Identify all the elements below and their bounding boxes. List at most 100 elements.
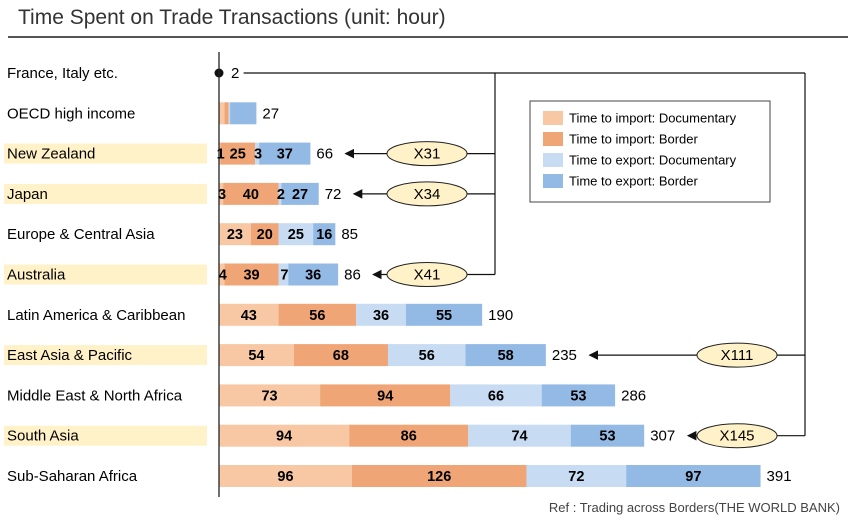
segment-value-label: 55 (436, 308, 452, 324)
legend-entry: Time to import: Documentary (569, 111, 737, 126)
bar-segment (626, 465, 761, 487)
segment-value-label: 39 (243, 268, 259, 284)
bar-segment (219, 182, 224, 205)
legend-entry: Time to import: Border (569, 132, 699, 147)
segment-value-label: 37 (277, 147, 293, 163)
bar-segment (541, 384, 616, 407)
segment-value-label: 7 (280, 268, 288, 284)
legend-swatch (543, 111, 563, 125)
category-label: France, Italy etc. (7, 65, 118, 82)
multiplier-oval (386, 262, 468, 287)
bar-segment (281, 182, 319, 205)
total-value-label: 27 (262, 105, 279, 122)
legend-swatch (543, 174, 563, 188)
segment-value-label: 43 (241, 308, 257, 324)
category-label: Sub-Saharan Africa (7, 468, 138, 485)
category-label: East Asia & Pacific (7, 347, 133, 364)
segment-value-label: 2 (277, 187, 285, 203)
category-label: OECD high income (7, 105, 135, 122)
total-value-label: 86 (344, 267, 361, 284)
legend-entry: Time to export: Documentary (569, 153, 737, 168)
segment-value-label: 66 (488, 388, 504, 404)
bar-segment (219, 384, 321, 407)
bar-segment (219, 424, 350, 447)
bar-segment (219, 223, 251, 246)
bar-segment (250, 223, 279, 246)
title-divider (8, 36, 848, 38)
segment-value-label: 94 (276, 429, 292, 445)
category-label: Japan (7, 186, 48, 203)
category-label: Australia (7, 267, 66, 284)
segment-value-label: 56 (309, 308, 325, 324)
bar-segment (219, 142, 221, 165)
category-highlight (4, 183, 207, 204)
bar-segment (219, 465, 352, 487)
bar-segment (465, 344, 546, 367)
segment-value-label: 94 (377, 388, 393, 404)
bar-segment (405, 303, 483, 326)
segment-value-label: 53 (599, 429, 615, 445)
bar-segment (219, 102, 225, 125)
multiplier-label: X145 (719, 428, 754, 445)
category-label: South Asia (7, 428, 79, 445)
bar-segment (220, 142, 256, 165)
segment-value-label: 20 (257, 227, 273, 243)
segment-value-label: 86 (401, 429, 417, 445)
bar-segment (450, 384, 542, 407)
bar-segment (468, 424, 571, 447)
segment-value-label: 56 (419, 348, 435, 364)
segment-value-label: 4 (219, 268, 227, 284)
total-value-label: 391 (767, 468, 792, 485)
multiplier-oval (696, 423, 778, 449)
bar-segment (288, 263, 339, 286)
segment-value-label: 23 (227, 227, 243, 243)
source-note: Ref : Trading across Borders(THE WORLD B… (548, 500, 840, 515)
category-highlight (4, 143, 207, 164)
segment-value-label: 126 (427, 469, 451, 485)
total-value-label: 85 (341, 226, 358, 243)
total-value-label: 190 (488, 307, 513, 324)
category-label: New Zealand (7, 146, 95, 163)
bar-segment (356, 303, 406, 326)
segment-value-label: 68 (333, 348, 349, 364)
multiplier-label: X31 (414, 146, 441, 163)
total-value-label: 235 (552, 347, 577, 364)
bar-segment (219, 344, 294, 367)
bar-segment (278, 182, 282, 205)
segment-value-label: 53 (570, 388, 586, 404)
segment-value-label: 1 (217, 147, 225, 163)
multiplier-label: X41 (414, 267, 441, 284)
segment-value-label: 25 (288, 227, 304, 243)
bar-segment (387, 344, 466, 367)
bar-segment (223, 182, 279, 205)
total-value-label: 72 (325, 186, 342, 203)
legend-entry: Time to export: Border (569, 174, 699, 189)
legend-swatch (543, 132, 563, 146)
segment-value-label: 58 (498, 348, 514, 364)
segment-value-label: 3 (218, 187, 226, 203)
multiplier-label: X111 (721, 347, 754, 364)
bar-segment (278, 303, 357, 326)
segment-value-label: 73 (261, 388, 277, 404)
bar-segment (526, 465, 627, 487)
bar-segment (255, 142, 260, 165)
bar-segment (259, 142, 311, 165)
bar-segment (349, 424, 469, 447)
segment-value-label: 97 (685, 469, 701, 485)
bar-segment (570, 424, 645, 447)
bar-segment (278, 223, 314, 246)
segment-value-label: 16 (316, 227, 332, 243)
segment-value-label: 72 (568, 469, 584, 485)
segment-value-label: 36 (305, 268, 321, 284)
bar-segment (293, 344, 388, 367)
multiplier-oval (386, 141, 468, 167)
bar-segment (230, 102, 257, 125)
page-title: Time Spent on Trade Transactions (unit: … (18, 6, 446, 29)
bar-segment (320, 384, 451, 407)
multiplier-oval (696, 342, 778, 368)
segment-value-label: 27 (292, 187, 308, 203)
total-value-label: 307 (650, 428, 675, 445)
bar-segment (219, 303, 279, 326)
segment-value-label: 74 (511, 429, 527, 445)
